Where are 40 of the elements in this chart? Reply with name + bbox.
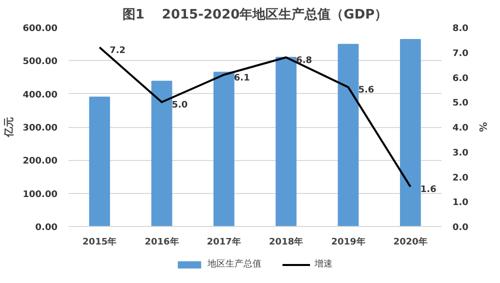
bar	[276, 56, 297, 226]
y-tick-label: 600.00	[22, 24, 58, 34]
y-tick-label: 400.00	[22, 90, 58, 100]
chart-title: 图1 2015-2020年地区生产总值（GDP）	[122, 6, 388, 22]
bar	[213, 72, 234, 226]
x-tick-label: 2019年	[331, 236, 366, 248]
bar	[151, 80, 172, 226]
data-label: 5.6	[358, 86, 374, 96]
y2-tick-label: 8.0	[452, 24, 468, 34]
data-label: 6.8	[296, 56, 312, 66]
y-tick-label: 500.00	[22, 57, 58, 68]
data-label: 1.6	[420, 185, 436, 196]
y2-tick-label: 3.0	[452, 148, 468, 158]
y-tick-label: 200.00	[22, 156, 58, 167]
x-tick-label: 2018年	[269, 236, 304, 248]
legend-label: 地区生产总值	[208, 258, 262, 270]
bar	[338, 44, 359, 226]
x-tick-label: 2016年	[144, 236, 179, 248]
line-series	[98, 46, 412, 188]
y2-tick-label: 4.0	[452, 124, 468, 134]
data-label: 6.1	[234, 73, 250, 84]
bar	[400, 38, 421, 226]
y-tick-label: 100.00	[22, 190, 58, 200]
legend-label: 增速	[314, 258, 334, 270]
y2-tick-label: 7.0	[452, 48, 468, 59]
y-tick-label: 0.00	[35, 223, 58, 233]
y2-tick-label: 0.0	[452, 223, 468, 233]
data-label: 5.0	[172, 100, 188, 111]
x-tick-label: 2017年	[206, 236, 241, 248]
y2-tick-label: 5.0	[452, 98, 468, 109]
y2-tick-label: 2.0	[452, 173, 468, 184]
y2-tick-label: 1.0	[452, 198, 468, 208]
bar	[89, 96, 110, 226]
y-tick-label: 300.00	[22, 124, 58, 134]
x-tick-label: 2015年	[82, 236, 117, 248]
data-label: 7.2	[110, 46, 126, 56]
y-axis-title: 亿元	[2, 117, 15, 138]
y2-axis-title: %	[476, 122, 488, 132]
y2-tick-label: 6.0	[452, 74, 468, 84]
x-tick-label: 2020年	[393, 236, 428, 248]
